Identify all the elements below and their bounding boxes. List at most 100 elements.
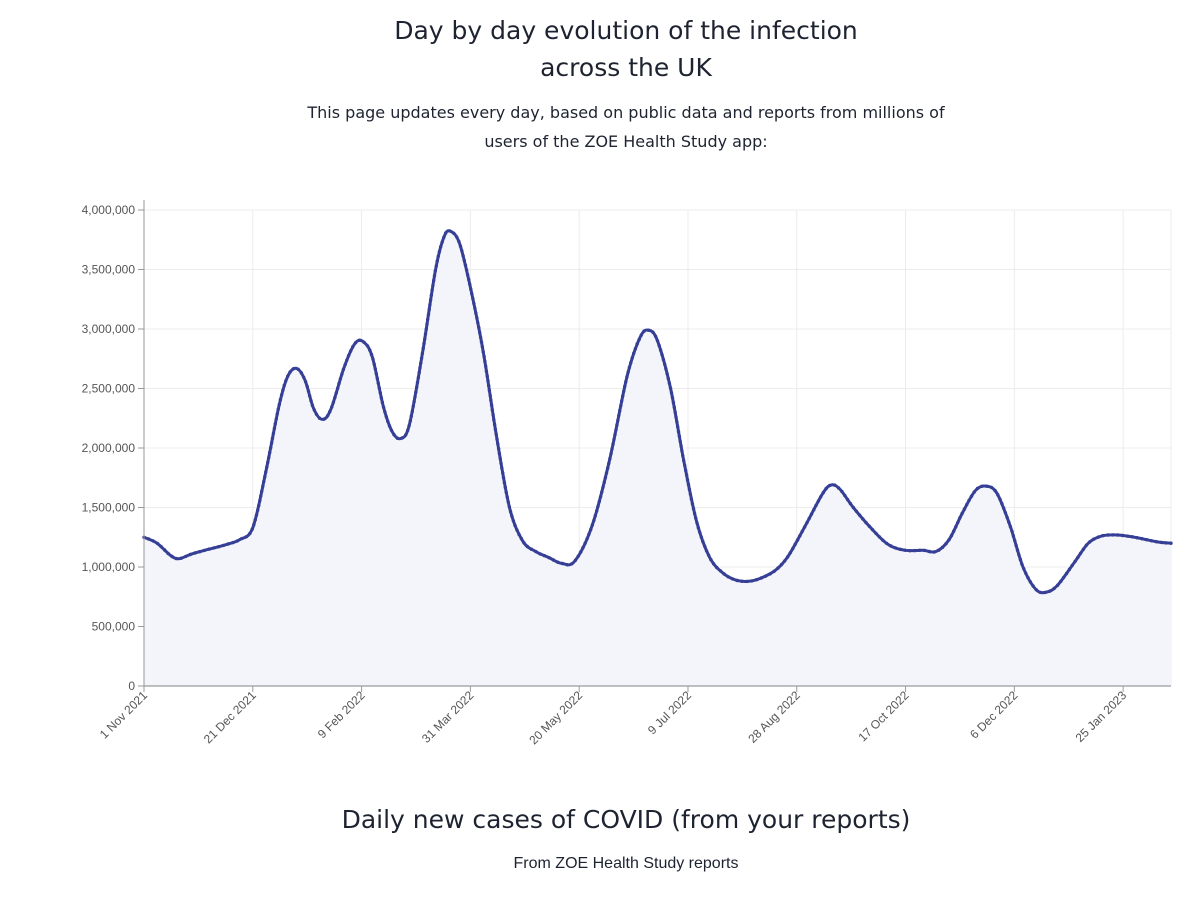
data-point: [428, 303, 432, 307]
data-point: [461, 254, 465, 258]
data-point: [410, 409, 414, 414]
data-point: [269, 446, 273, 450]
data-point: [843, 493, 847, 498]
data-point: [672, 405, 676, 410]
cases-area-chart: 0 500,000 1,000,000 1,500,000 2,000,000 2,500…: [82, 200, 1173, 747]
data-point: [639, 333, 643, 337]
data-point: [482, 354, 486, 359]
data-point: [674, 415, 678, 419]
data-point: [944, 542, 948, 546]
y-tick-label: 4,000,000: [82, 203, 136, 217]
data-point: [423, 337, 427, 341]
data-point: [779, 562, 784, 567]
data-point: [1022, 567, 1026, 571]
data-point: [278, 398, 283, 402]
data-point: [427, 307, 431, 312]
data-point: [406, 428, 410, 433]
data-point: [368, 348, 372, 352]
data-point: [1106, 533, 1110, 537]
data-point: [881, 538, 885, 542]
data-point: [798, 534, 802, 538]
data-point: [260, 489, 264, 493]
data-point: [263, 475, 267, 479]
data-point: [683, 463, 687, 468]
data-point: [969, 494, 974, 498]
data-point: [248, 531, 252, 536]
data-point: [1005, 515, 1009, 520]
data-point: [668, 386, 673, 390]
data-point: [692, 511, 697, 516]
data-point: [1002, 506, 1006, 510]
x-tick-label: 1 Nov 2021: [97, 688, 151, 742]
data-point: [1014, 543, 1018, 548]
data-point: [490, 408, 494, 412]
data-point: [776, 566, 780, 570]
data-point: [276, 407, 280, 411]
data-point: [1145, 538, 1149, 542]
data-point: [854, 509, 859, 513]
data-point: [529, 547, 534, 551]
data-point: [618, 408, 622, 413]
data-point: [1130, 535, 1135, 539]
data-point: [488, 393, 492, 398]
data-point: [155, 541, 160, 546]
data-point: [261, 484, 265, 488]
data-point: [864, 520, 868, 525]
data-point: [504, 490, 508, 494]
series-area-fill: [144, 230, 1171, 686]
data-point: [836, 486, 841, 490]
data-point: [336, 386, 340, 390]
data-point: [407, 424, 411, 428]
data-point: [851, 505, 855, 510]
data-point: [709, 558, 713, 562]
y-tick-label: 0: [128, 679, 135, 693]
data-point: [1140, 537, 1144, 541]
data-point: [310, 403, 315, 408]
data-point: [598, 495, 603, 499]
data-point: [630, 356, 634, 360]
data-point: [1043, 590, 1047, 595]
data-point: [629, 361, 633, 365]
data-point: [671, 400, 676, 405]
data-point: [442, 235, 446, 240]
data-point: [170, 554, 174, 559]
y-tick-label: 3,500,000: [82, 263, 136, 277]
data-point: [414, 390, 418, 394]
data-point: [657, 343, 661, 348]
data-point: [845, 497, 850, 502]
data-point: [791, 546, 795, 551]
data-point: [330, 405, 334, 409]
data-point: [867, 524, 871, 528]
data-point: [314, 412, 319, 416]
data-point: [184, 554, 188, 559]
data-point: [1096, 535, 1101, 539]
data-point: [250, 527, 254, 531]
data-point: [497, 451, 502, 456]
data-point: [257, 503, 261, 508]
data-point: [424, 327, 428, 331]
data-point: [687, 487, 692, 492]
data-point: [998, 497, 1002, 501]
data-point: [413, 395, 417, 399]
section-subtitle: From ZOE Health Study reports: [513, 855, 739, 872]
data-point: [322, 417, 326, 421]
data-point: [1092, 537, 1096, 541]
data-point: [365, 344, 370, 348]
data-point: [433, 269, 437, 273]
data-point: [704, 549, 709, 553]
data-point: [296, 367, 300, 371]
data-point: [511, 519, 516, 523]
data-point: [597, 499, 601, 504]
data-point: [1028, 580, 1033, 584]
data-point: [1010, 529, 1014, 533]
data-point: [793, 542, 797, 546]
data-point: [1059, 579, 1063, 584]
data-point: [471, 297, 475, 301]
data-point: [494, 432, 498, 436]
data-point: [429, 293, 434, 297]
data-point: [614, 428, 618, 432]
data-point: [485, 374, 489, 378]
data-point: [917, 548, 922, 552]
data-point: [1078, 551, 1083, 555]
data-point: [464, 268, 469, 272]
